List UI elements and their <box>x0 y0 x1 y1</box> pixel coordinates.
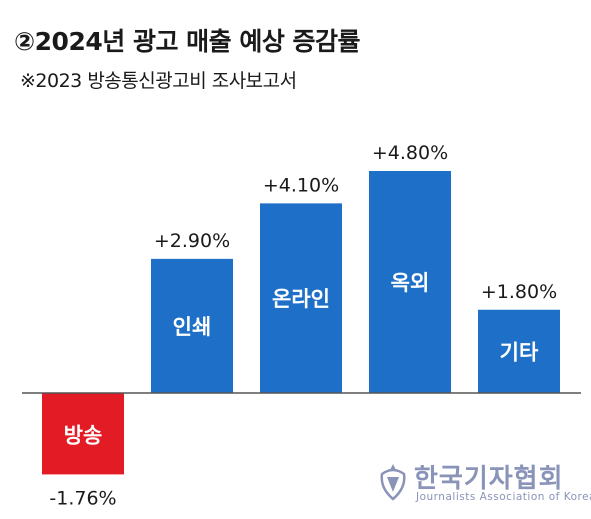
value-label-1: -1.76% <box>49 487 116 509</box>
category-label-5: 기타 <box>500 340 539 364</box>
value-label-4: +4.80% <box>372 142 448 164</box>
category-label-1: 방송 <box>64 424 103 448</box>
bars-group: 방송 -1.76% 인쇄 +2.90% 온라인 +4.10% 옥외 +4.80% 기타 +1.80… <box>42 142 560 509</box>
category-label-4: 옥외 <box>391 271 430 295</box>
bar-1 <box>42 393 124 475</box>
bar-4 <box>369 171 451 393</box>
category-label-2: 인쇄 <box>173 315 212 339</box>
journalists-association-logo: 한국기자협회 Journalists Association of Korea <box>376 458 591 506</box>
value-label-5: +1.80% <box>481 281 557 303</box>
value-label-3: +4.10% <box>263 174 339 196</box>
bar-5 <box>478 309 560 393</box>
logo-name: 한국기자협회 <box>414 464 564 494</box>
value-label-2: +2.90% <box>154 230 230 252</box>
journalists-association-emblem-icon <box>380 464 406 501</box>
bar-3 <box>260 203 342 393</box>
bar-2 <box>151 258 233 393</box>
logo-english-name: Journalists Association of Korea <box>416 491 591 503</box>
category-label-3: 온라인 <box>272 287 330 311</box>
chart-title: ②2024년 광고 매출 예상 증감률 <box>14 27 361 56</box>
chart-subtitle: ※2023 방송통신광고비 조사보고서 <box>20 70 297 92</box>
